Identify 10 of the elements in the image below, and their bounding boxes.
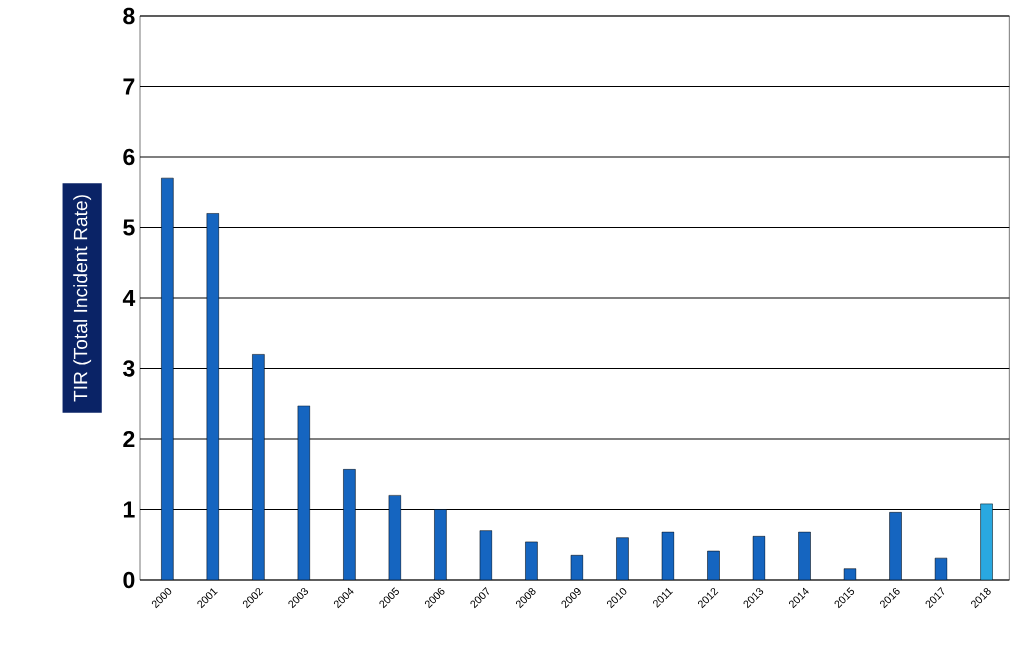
y-axis-title: TIR (Total Incident Rate) bbox=[73, 195, 92, 402]
y-tick-label: 2 bbox=[123, 430, 135, 448]
y-tick-label: 4 bbox=[122, 290, 136, 306]
y-tick-label: 6 bbox=[123, 148, 135, 166]
y-tick-label: 3 bbox=[123, 360, 135, 377]
y-tick-label: 5 bbox=[123, 219, 135, 236]
y-tick-label: 8 bbox=[123, 7, 135, 25]
y-tick-label: 7 bbox=[123, 78, 135, 95]
y-tick-label: 0 bbox=[123, 571, 135, 589]
y-tick-label: 1 bbox=[123, 501, 135, 518]
